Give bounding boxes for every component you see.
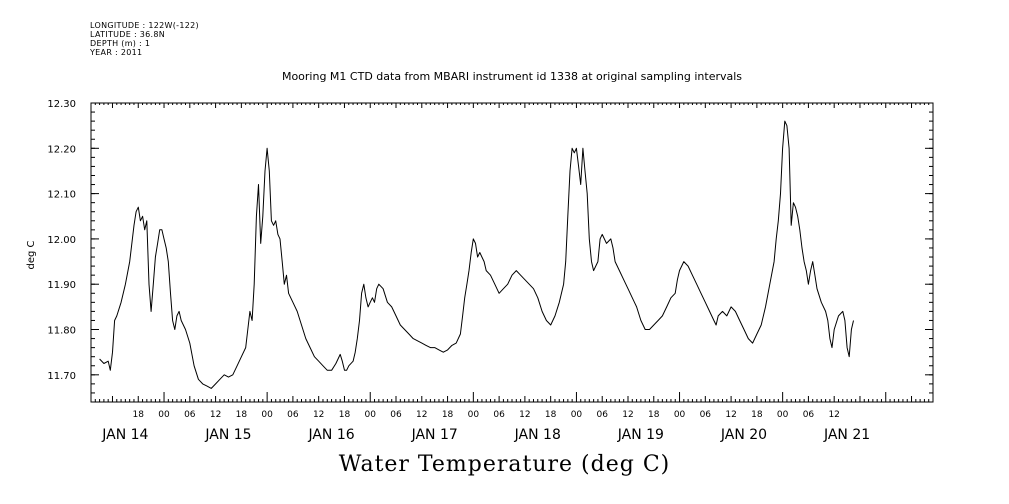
- x-day-label: JAN 19: [617, 427, 664, 443]
- plot-frame: [90, 102, 934, 403]
- x-hour-label: 00: [261, 410, 273, 420]
- x-day-label: JAN 20: [720, 427, 767, 443]
- meta-year: YEAR : 2011: [90, 48, 143, 57]
- x-hour-label: 00: [158, 410, 170, 420]
- x-hour-label: 12: [313, 410, 324, 420]
- series-group: [99, 120, 854, 389]
- x-day-label: JAN 15: [204, 427, 251, 443]
- meta-longitude: LONGITUDE : 122W(-122): [90, 21, 199, 30]
- x-day-label: JAN 16: [307, 427, 354, 443]
- x-hour-label: 00: [674, 410, 686, 420]
- x-day-label: JAN 18: [514, 427, 561, 443]
- x-hour-label: 12: [725, 410, 736, 420]
- y-tick-label: 11.70: [47, 371, 76, 382]
- x-hour-label: 18: [751, 410, 763, 420]
- x-hour-label: 06: [184, 410, 196, 420]
- x-hour-label: 18: [648, 410, 660, 420]
- x-hour-label: 00: [571, 410, 583, 420]
- meta-depth: DEPTH (m) : 1: [90, 39, 151, 48]
- y-tick-label: 12.30: [47, 99, 76, 110]
- chart-title: Mooring M1 CTD data from MBARI instrumen…: [282, 70, 742, 83]
- x-hour-label: 06: [287, 410, 299, 420]
- y-tick-label: 12.10: [47, 190, 76, 201]
- y-tick-label: 11.90: [47, 280, 76, 291]
- x-axis-title: Water Temperature (deg C): [338, 452, 671, 477]
- y-axis: 11.70 11.80 11.90 12.00 12.10 12.20 12.30: [47, 99, 933, 403]
- x-hour-label: 06: [700, 410, 712, 420]
- x-day-label: JAN 17: [411, 427, 458, 443]
- x-hour-label: 12: [828, 410, 839, 420]
- x-hour-label: 12: [210, 410, 221, 420]
- x-day-label: JAN 14: [101, 427, 148, 443]
- x-hour-label: 06: [493, 410, 505, 420]
- x-hour-label: 12: [416, 410, 427, 420]
- x-hour-label: 18: [442, 410, 454, 420]
- x-hour-label: 12: [519, 410, 530, 420]
- x-hour-label: 18: [339, 410, 351, 420]
- x-day-label: JAN 21: [823, 427, 870, 443]
- x-hour-label: 12: [622, 410, 633, 420]
- x-hour-label: 18: [545, 410, 557, 420]
- x-hour-label: 18: [133, 410, 145, 420]
- x-hour-label: 06: [596, 410, 608, 420]
- meta-latitude: LATITUDE : 36.8N: [90, 30, 166, 39]
- series-line-water-temperature: [99, 120, 854, 389]
- x-hour-label: 06: [390, 410, 402, 420]
- y-tick-label: 12.00: [47, 235, 76, 246]
- x-hour-label: 06: [803, 410, 815, 420]
- y-axis-label: deg C: [26, 240, 37, 269]
- x-hour-label: 00: [365, 410, 377, 420]
- x-axis: 18 00 06 12 18 00 06 12 18 00 06 12 18 00 06 12 18 00 06 12…: [90, 103, 934, 443]
- x-hour-label: 18: [236, 410, 248, 420]
- y-tick-label: 12.20: [47, 144, 76, 155]
- x-hour-label: 00: [468, 410, 480, 420]
- x-hour-label: 00: [777, 410, 789, 420]
- y-tick-label: 11.80: [47, 326, 76, 337]
